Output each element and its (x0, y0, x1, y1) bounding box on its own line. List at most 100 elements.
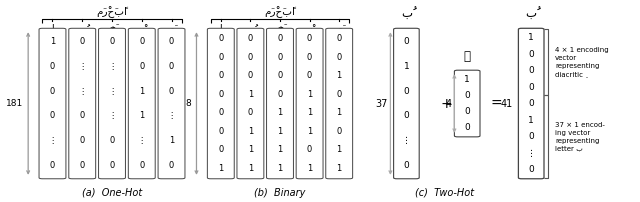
Text: 0: 0 (139, 161, 145, 170)
Text: 1: 1 (169, 136, 174, 145)
Text: 1: 1 (248, 90, 253, 99)
Text: خَ: خَ (277, 24, 283, 34)
Text: 1: 1 (337, 71, 342, 80)
Text: +: + (440, 97, 452, 110)
Text: (a)  One-Hot: (a) One-Hot (82, 188, 142, 198)
Text: 0: 0 (404, 111, 409, 120)
Text: 0: 0 (218, 71, 223, 80)
Text: 1: 1 (307, 127, 312, 136)
Text: 0: 0 (337, 34, 342, 43)
Text: 1: 1 (277, 127, 283, 136)
Text: مَ: مَ (336, 24, 342, 34)
Text: ⋮: ⋮ (78, 87, 86, 96)
Text: 0: 0 (277, 71, 283, 80)
Text: 0: 0 (529, 165, 534, 174)
Text: 0: 0 (465, 123, 470, 132)
FancyBboxPatch shape (454, 70, 480, 137)
Text: مَرْحَبًا: مَرْحَبًا (97, 6, 127, 18)
Text: 1: 1 (307, 90, 312, 99)
Text: 1: 1 (337, 145, 342, 154)
Text: 1: 1 (529, 116, 534, 124)
Text: 1: 1 (218, 164, 223, 173)
Text: بُ: بُ (525, 8, 537, 21)
Text: 1: 1 (277, 164, 283, 173)
Text: 1: 1 (277, 145, 283, 154)
Text: 0: 0 (79, 161, 85, 170)
Text: 1: 1 (337, 164, 342, 173)
Text: 0: 0 (109, 37, 115, 46)
FancyBboxPatch shape (39, 28, 66, 179)
Text: 0: 0 (50, 87, 55, 96)
Text: 4 × 1 encoding
vector
representing
diacritic ِ: 4 × 1 encoding vector representing diacr… (555, 47, 609, 77)
Text: 1: 1 (307, 108, 312, 117)
Text: 0: 0 (139, 37, 145, 46)
Text: 0: 0 (50, 161, 55, 170)
Text: 0: 0 (337, 127, 342, 136)
Text: بُ: بُ (401, 8, 412, 21)
Text: 8: 8 (186, 99, 191, 108)
Text: مَرْحَبًا: مَرْحَبًا (264, 6, 296, 18)
Text: ا: ا (51, 24, 54, 34)
Text: 0: 0 (529, 49, 534, 59)
Text: 0: 0 (465, 91, 470, 100)
Text: 0: 0 (529, 132, 534, 141)
Text: ⋮: ⋮ (108, 111, 116, 120)
Text: 1: 1 (248, 127, 253, 136)
Text: ⋮: ⋮ (402, 136, 411, 145)
Text: خَ: خَ (109, 24, 115, 34)
Text: 0: 0 (277, 53, 283, 62)
Text: ⋮: ⋮ (108, 87, 116, 96)
FancyBboxPatch shape (394, 28, 419, 179)
FancyBboxPatch shape (99, 28, 125, 179)
Text: بُ: بُ (246, 24, 255, 35)
Text: 0: 0 (404, 87, 409, 96)
FancyBboxPatch shape (326, 28, 353, 179)
Text: 0: 0 (169, 161, 174, 170)
FancyBboxPatch shape (237, 28, 264, 179)
Text: 0: 0 (337, 53, 342, 62)
FancyBboxPatch shape (128, 28, 156, 179)
Text: ⋮: ⋮ (78, 62, 86, 71)
FancyBboxPatch shape (207, 28, 234, 179)
Text: 4: 4 (445, 99, 451, 108)
Text: 0: 0 (109, 161, 115, 170)
FancyBboxPatch shape (296, 28, 323, 179)
Text: 0: 0 (50, 62, 55, 71)
Text: =: = (490, 97, 502, 110)
Text: 0: 0 (404, 161, 409, 170)
FancyBboxPatch shape (518, 28, 544, 179)
Text: 0: 0 (50, 111, 55, 120)
Text: ⋮: ⋮ (138, 136, 146, 145)
Text: ٱ: ٱ (464, 50, 470, 63)
Text: 0: 0 (218, 53, 223, 62)
Text: 0: 0 (307, 34, 312, 43)
Text: 1: 1 (139, 87, 145, 96)
Text: 0: 0 (529, 83, 534, 92)
Text: 0: 0 (307, 53, 312, 62)
Text: 37: 37 (375, 99, 387, 108)
Text: ⋮: ⋮ (48, 136, 57, 145)
Text: 0: 0 (79, 37, 85, 46)
Text: (c)  Two-Hot: (c) Two-Hot (415, 188, 474, 198)
Text: 0: 0 (79, 111, 85, 120)
Text: 0: 0 (169, 87, 174, 96)
Text: 0: 0 (169, 62, 174, 71)
Text: 1: 1 (50, 37, 55, 46)
Text: 0: 0 (277, 90, 283, 99)
Text: ⋮: ⋮ (167, 111, 176, 120)
Text: ⋮: ⋮ (108, 62, 116, 71)
FancyBboxPatch shape (158, 28, 185, 179)
Text: زْ: زْ (140, 24, 144, 35)
Text: 0: 0 (218, 108, 223, 117)
Text: 0: 0 (248, 71, 253, 80)
Text: 0: 0 (404, 37, 409, 46)
Text: 1: 1 (529, 33, 534, 42)
Text: ⋮: ⋮ (527, 148, 536, 158)
Text: 1: 1 (307, 164, 312, 173)
Text: 41: 41 (501, 99, 513, 108)
Text: 0: 0 (529, 66, 534, 75)
Text: 0: 0 (248, 108, 253, 117)
Text: 0: 0 (248, 53, 253, 62)
Text: 0: 0 (529, 99, 534, 108)
Text: 1: 1 (277, 108, 283, 117)
